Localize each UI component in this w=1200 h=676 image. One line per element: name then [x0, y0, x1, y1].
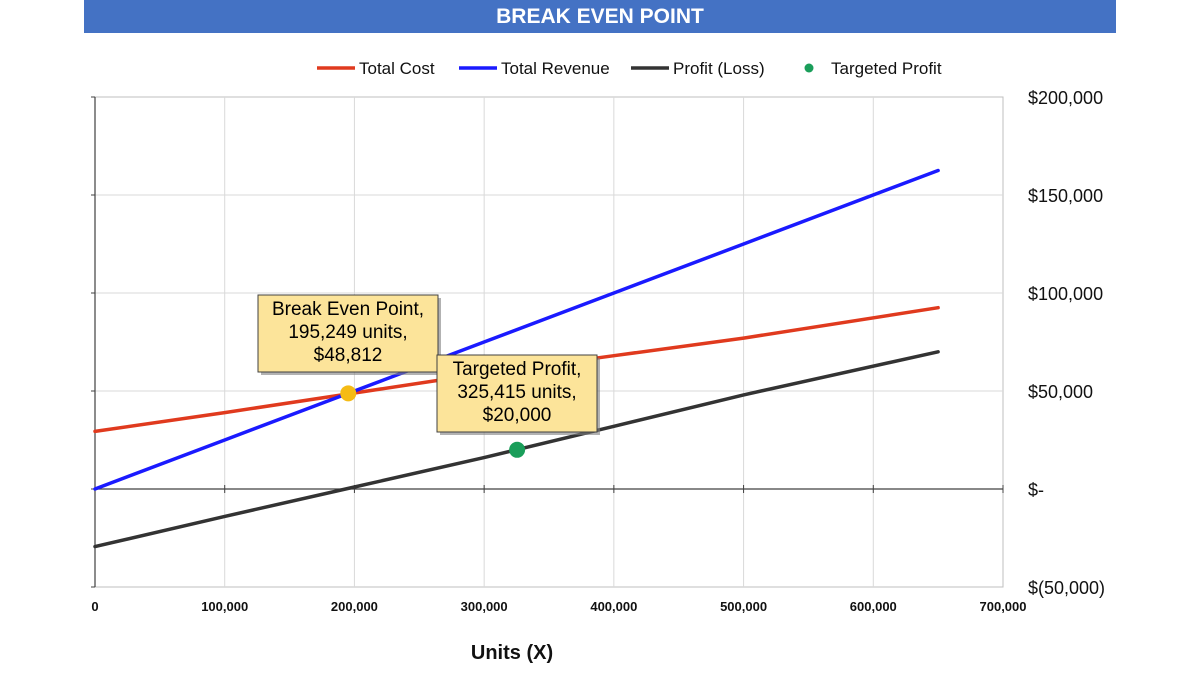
x-tick-label: 300,000 [461, 599, 508, 614]
x-tick-label: 400,000 [590, 599, 637, 614]
chart-title: BREAK EVEN POINT [496, 5, 704, 28]
targeted-profit-label-text: $20,000 [483, 405, 552, 426]
x-tick-label: 200,000 [331, 599, 378, 614]
plot-area [94, 96, 1004, 588]
series-line-profit-loss [93, 350, 940, 549]
targeted-profit-label-text: Targeted Profit, [453, 359, 582, 380]
break-even-label-text: 195,249 units, [288, 322, 407, 343]
targeted-profit-label-text: 325,415 units, [457, 382, 576, 403]
break-even-label-box [257, 294, 439, 373]
legend-label-total-revenue: Total Revenue [501, 59, 610, 78]
y-tick-label: $50,000 [1028, 382, 1093, 402]
legend-label-profit-loss: Profit (Loss) [673, 59, 765, 78]
targeted-profit-label-box [436, 354, 598, 433]
legend-label-total-cost: Total Cost [359, 59, 435, 78]
legend-label-targeted-profit: Targeted Profit [831, 59, 942, 78]
x-tick-label: 100,000 [201, 599, 248, 614]
x-tick-label: 600,000 [850, 599, 897, 614]
y-tick-label: $200,000 [1028, 88, 1103, 108]
title-band [84, 0, 1116, 33]
point-marker-targeted-profit [509, 441, 526, 458]
x-axis-title: Units (X) [471, 642, 553, 664]
point-marker-break-even-point [340, 385, 357, 402]
x-tick-label: 0 [91, 599, 98, 614]
legend-swatch-targeted-profit [804, 63, 814, 73]
y-tick-label: $(50,000) [1028, 578, 1105, 598]
series-line-total-revenue [93, 168, 940, 491]
y-tick-label: $- [1028, 480, 1044, 500]
break-even-label-text: Break Even Point, [272, 299, 424, 320]
y-tick-label: $100,000 [1028, 284, 1103, 304]
x-tick-label: 500,000 [720, 599, 767, 614]
break-even-label-text: $48,812 [314, 345, 383, 366]
y-tick-label: $150,000 [1028, 186, 1103, 206]
x-tick-label: 700,000 [980, 599, 1027, 614]
